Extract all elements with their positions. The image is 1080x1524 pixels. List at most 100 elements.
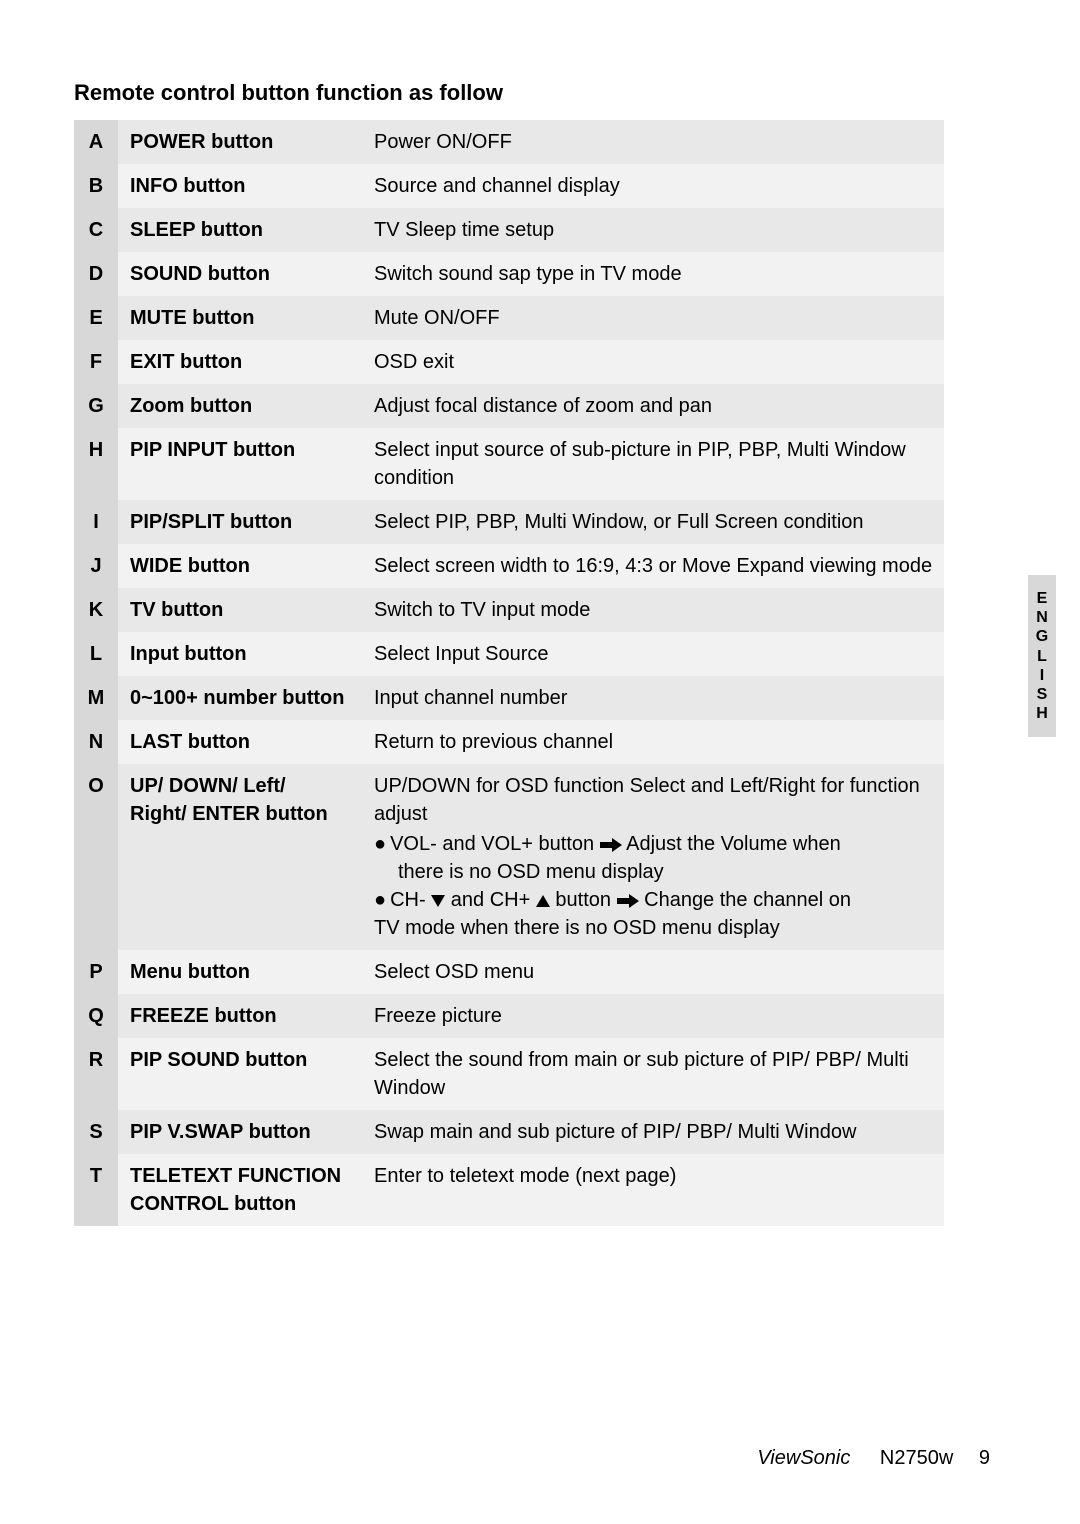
table-row: G Zoom button Adjust focal distance of z… (74, 384, 944, 428)
row-name: TV button (118, 588, 362, 632)
language-tab-letter: L (1028, 647, 1056, 666)
bullet-continuation: TV mode when there is no OSD menu displa… (374, 914, 936, 942)
table-row: C SLEEP button TV Sleep time setup (74, 208, 944, 252)
row-desc: Select Input Source (362, 632, 944, 676)
row-name: UP/ DOWN/ Left/ Right/ ENTER button (118, 764, 362, 950)
footer-model: N2750w (880, 1447, 953, 1469)
row-letter: C (74, 208, 118, 252)
row-name: MUTE button (118, 296, 362, 340)
language-tab: E N G L I S H (1028, 575, 1056, 737)
table-row: K TV button Switch to TV input mode (74, 588, 944, 632)
language-tab-letter: N (1028, 608, 1056, 627)
table-row: H PIP INPUT button Select input source o… (74, 428, 944, 500)
row-letter: N (74, 720, 118, 764)
row-name: WIDE button (118, 544, 362, 588)
row-desc: Freeze picture (362, 994, 944, 1038)
footer-page-number: 9 (979, 1447, 990, 1469)
row-name: PIP V.SWAP button (118, 1110, 362, 1154)
table-row: P Menu button Select OSD menu (74, 950, 944, 994)
row-desc: OSD exit (362, 340, 944, 384)
page-footer: ViewSonic N2750w 9 (757, 1447, 990, 1470)
language-tab-letter: E (1028, 589, 1056, 608)
table-row: N LAST button Return to previous channel (74, 720, 944, 764)
row-letter: E (74, 296, 118, 340)
table-row: I PIP/SPLIT button Select PIP, PBP, Mult… (74, 500, 944, 544)
row-desc: Return to previous channel (362, 720, 944, 764)
row-desc: Power ON/OFF (362, 120, 944, 164)
row-letter: O (74, 764, 118, 950)
row-desc: Input channel number (362, 676, 944, 720)
row-desc: Select screen width to 16:9, 4:3 or Move… (362, 544, 944, 588)
bullet-continuation: there is no OSD menu display (374, 858, 936, 886)
row-name: PIP SOUND button (118, 1038, 362, 1110)
row-letter: P (74, 950, 118, 994)
row-desc: Select PIP, PBP, Multi Window, or Full S… (362, 500, 944, 544)
arrow-right-icon (600, 838, 622, 852)
language-tab-letter: H (1028, 704, 1056, 723)
row-desc: Select input source of sub-picture in PI… (362, 428, 944, 500)
table-row: S PIP V.SWAP button Swap main and sub pi… (74, 1110, 944, 1154)
row-name-line2: CONTROL button (130, 1193, 296, 1215)
table-row: E MUTE button Mute ON/OFF (74, 296, 944, 340)
row-desc: Switch to TV input mode (362, 588, 944, 632)
row-desc: Mute ON/OFF (362, 296, 944, 340)
table-row: T TELETEXT FUNCTION CONTROL button Enter… (74, 1154, 944, 1226)
row-letter: I (74, 500, 118, 544)
table-row: R PIP SOUND button Select the sound from… (74, 1038, 944, 1110)
row-letter: K (74, 588, 118, 632)
table-row: F EXIT button OSD exit (74, 340, 944, 384)
bullet-item: ● VOL- and VOL+ button Adjust the Volume… (374, 830, 936, 858)
row-name: Zoom button (118, 384, 362, 428)
row-name: EXIT button (118, 340, 362, 384)
row-desc: UP/DOWN for OSD function Select and Left… (362, 764, 944, 950)
row-letter: L (74, 632, 118, 676)
row-desc: Adjust focal distance of zoom and pan (362, 384, 944, 428)
section-heading: Remote control button function as follow (74, 80, 1006, 106)
row-name: SOUND button (118, 252, 362, 296)
row-letter: Q (74, 994, 118, 1038)
table-row: J WIDE button Select screen width to 16:… (74, 544, 944, 588)
row-desc: Source and channel display (362, 164, 944, 208)
bullet-text: and CH+ (451, 889, 531, 911)
table-row: D SOUND button Switch sound sap type in … (74, 252, 944, 296)
triangle-down-icon (431, 895, 445, 907)
bullet-text: VOL- and VOL+ button (390, 833, 594, 855)
language-tab-letter: G (1028, 627, 1056, 646)
table-row: Q FREEZE button Freeze picture (74, 994, 944, 1038)
row-letter: M (74, 676, 118, 720)
row-desc: Select the sound from main or sub pictur… (362, 1038, 944, 1110)
bullet-text: button (555, 889, 611, 911)
table-row: B INFO button Source and channel display (74, 164, 944, 208)
triangle-up-icon (536, 895, 550, 907)
language-tab-letter: S (1028, 685, 1056, 704)
language-tab-letter: I (1028, 666, 1056, 685)
table-row: L Input button Select Input Source (74, 632, 944, 676)
bullet-text: Change the channel on (644, 889, 851, 911)
table-row: O UP/ DOWN/ Left/ Right/ ENTER button UP… (74, 764, 944, 950)
row-name: POWER button (118, 120, 362, 164)
row-desc: TV Sleep time setup (362, 208, 944, 252)
row-name: PIP INPUT button (118, 428, 362, 500)
row-name-line1: UP/ DOWN/ Left/ (130, 775, 286, 797)
row-name: PIP/SPLIT button (118, 500, 362, 544)
row-letter: T (74, 1154, 118, 1226)
row-name: 0~100+ number button (118, 676, 362, 720)
row-letter: G (74, 384, 118, 428)
row-name: LAST button (118, 720, 362, 764)
bullet-dot-icon: ● (374, 886, 386, 914)
table-row: A POWER button Power ON/OFF (74, 120, 944, 164)
row-desc: Switch sound sap type in TV mode (362, 252, 944, 296)
row-name: Menu button (118, 950, 362, 994)
row-desc: Enter to teletext mode (next page) (362, 1154, 944, 1226)
row-letter: A (74, 120, 118, 164)
row-letter: D (74, 252, 118, 296)
row-name: FREEZE button (118, 994, 362, 1038)
button-function-table: A POWER button Power ON/OFF B INFO butto… (74, 120, 944, 1226)
bullet-text: Adjust the Volume when (626, 833, 841, 855)
row-name-line2: Right/ ENTER button (130, 803, 328, 825)
row-name-line1: TELETEXT FUNCTION (130, 1165, 341, 1187)
row-letter: B (74, 164, 118, 208)
desc-intro: UP/DOWN for OSD function Select and Left… (374, 775, 920, 825)
row-name: SLEEP button (118, 208, 362, 252)
table-row: M 0~100+ number button Input channel num… (74, 676, 944, 720)
